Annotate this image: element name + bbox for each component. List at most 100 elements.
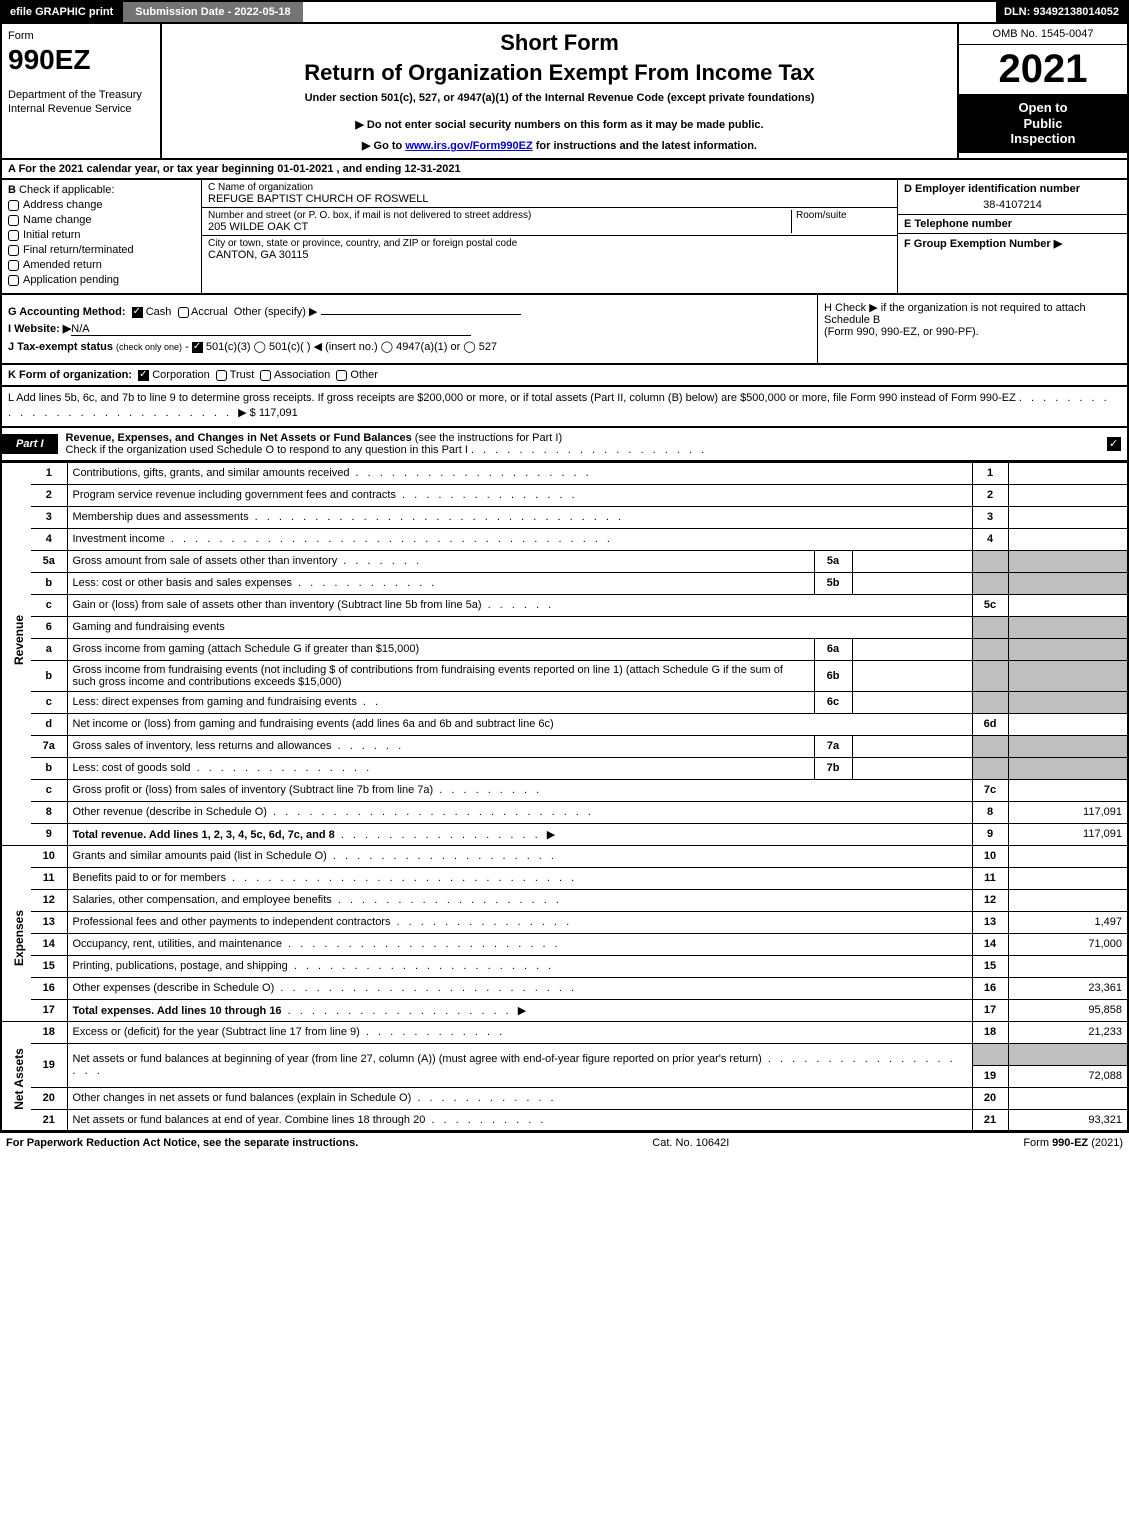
line-17-col: 17 xyxy=(972,999,1008,1021)
efile-label: efile GRAPHIC print xyxy=(2,2,121,22)
column-b: B Check if applicable: Address change Na… xyxy=(2,180,202,293)
line-5c-col: 5c xyxy=(972,594,1008,616)
column-g-i-j: G Accounting Method: Cash Accrual Other … xyxy=(2,295,817,363)
b-label: B xyxy=(8,184,16,196)
irs-link[interactable]: www.irs.gov/Form990EZ xyxy=(405,140,532,152)
line-21-num: 21 xyxy=(31,1109,67,1131)
line-3-desc: Membership dues and assessments . . . . … xyxy=(67,506,972,528)
line-5c-val xyxy=(1008,594,1128,616)
org-street: 205 WILDE OAK CT xyxy=(208,221,791,233)
line-6a-greyval xyxy=(1008,638,1128,660)
part-1-table: Revenue 1Contributions, gifts, grants, a… xyxy=(0,462,1129,1133)
checkbox-trust[interactable] xyxy=(216,370,227,381)
expenses-side: Expenses xyxy=(1,845,31,1021)
part-1-tab: Part I xyxy=(2,434,58,454)
line-4-num: 4 xyxy=(31,528,67,550)
line-8-desc: Other revenue (describe in Schedule O) .… xyxy=(67,801,972,823)
line-7c-val xyxy=(1008,779,1128,801)
line-5a-greyval xyxy=(1008,550,1128,572)
line-5c-num: c xyxy=(31,594,67,616)
short-form-title: Short Form xyxy=(172,30,947,56)
header-left: Form 990EZ Department of the Treasury In… xyxy=(2,24,162,158)
checkbox-application-pending[interactable] xyxy=(8,275,19,286)
line-7a-sublbl: 7a xyxy=(814,735,852,757)
line-11-desc: Benefits paid to or for members . . . . … xyxy=(67,867,972,889)
line-11-val xyxy=(1008,867,1128,889)
footer-right: Form 990-EZ (2021) xyxy=(1023,1137,1123,1149)
line-21-desc: Net assets or fund balances at end of ye… xyxy=(67,1109,972,1131)
line-13-col: 13 xyxy=(972,911,1008,933)
h-text3: (Form 990, 990-EZ, or 990-PF). xyxy=(824,326,979,338)
line-5b-sublbl: 5b xyxy=(814,572,852,594)
line-9-num: 9 xyxy=(31,823,67,845)
line-6b-subval xyxy=(852,660,972,691)
line-3-num: 3 xyxy=(31,506,67,528)
part1-dots: . . . . . . . . . . . . . . . . . . . . xyxy=(471,444,707,456)
line-16-val: 23,361 xyxy=(1008,977,1128,999)
ein-value: 38-4107214 xyxy=(904,199,1121,211)
checkbox-association[interactable] xyxy=(260,370,271,381)
line-13-val: 1,497 xyxy=(1008,911,1128,933)
line-17-num: 17 xyxy=(31,999,67,1021)
line-15-desc: Printing, publications, postage, and shi… xyxy=(67,955,972,977)
form-number: 990EZ xyxy=(8,44,154,76)
g-other-input[interactable] xyxy=(321,314,521,315)
line-4-desc: Investment income . . . . . . . . . . . … xyxy=(67,528,972,550)
form-header: Form 990EZ Department of the Treasury In… xyxy=(0,22,1129,160)
part-1-header: Part I Revenue, Expenses, and Changes in… xyxy=(0,428,1129,462)
checkbox-accrual[interactable] xyxy=(178,307,189,318)
line-9-desc: Total revenue. Add lines 1, 2, 3, 4, 5c,… xyxy=(67,823,972,845)
checkbox-schedule-o[interactable] xyxy=(1107,437,1121,451)
open-inspection: Open to Public Inspection xyxy=(959,94,1127,153)
checkbox-amended-return[interactable] xyxy=(8,260,19,271)
line-7b-subval xyxy=(852,757,972,779)
line-12-desc: Salaries, other compensation, and employ… xyxy=(67,889,972,911)
checkbox-final-return[interactable] xyxy=(8,245,19,256)
form-word: Form xyxy=(8,30,154,42)
j-sub: (check only one) xyxy=(116,342,182,352)
line-5a-num: 5a xyxy=(31,550,67,572)
checkbox-address-change[interactable] xyxy=(8,200,19,211)
top-bar: efile GRAPHIC print Submission Date - 20… xyxy=(0,0,1129,22)
section-l: L Add lines 5b, 6c, and 7b to line 9 to … xyxy=(0,387,1129,428)
line-2-desc: Program service revenue including govern… xyxy=(67,484,972,506)
revenue-side: Revenue xyxy=(1,462,31,845)
checkbox-name-change[interactable] xyxy=(8,215,19,226)
expenses-label: Expenses xyxy=(12,903,26,973)
line-6c-greyval xyxy=(1008,691,1128,713)
org-name: REFUGE BAPTIST CHURCH OF ROSWELL xyxy=(208,193,891,205)
line-7b-greyval xyxy=(1008,757,1128,779)
checkbox-other-org[interactable] xyxy=(336,370,347,381)
line-4-col: 4 xyxy=(972,528,1008,550)
line-7c-num: c xyxy=(31,779,67,801)
line-3-val xyxy=(1008,506,1128,528)
line-7a-desc: Gross sales of inventory, less returns a… xyxy=(67,735,814,757)
b-item-3: Final return/terminated xyxy=(23,244,134,256)
line-10-num: 10 xyxy=(31,845,67,867)
line-5a-subval xyxy=(852,550,972,572)
checkbox-initial-return[interactable] xyxy=(8,230,19,241)
line-10-val xyxy=(1008,845,1128,867)
line-5b-col xyxy=(972,572,1008,594)
line-6d-desc: Net income or (loss) from gaming and fun… xyxy=(67,713,972,735)
k-label: K Form of organization: xyxy=(8,369,132,381)
line-15-val xyxy=(1008,955,1128,977)
line-14-num: 14 xyxy=(31,933,67,955)
submission-date: Submission Date - 2022-05-18 xyxy=(121,2,302,22)
checkbox-501c3[interactable] xyxy=(192,342,203,353)
row-a-text: A For the 2021 calendar year, or tax yea… xyxy=(8,163,461,175)
section-b-through-f: B Check if applicable: Address change Na… xyxy=(0,180,1129,295)
netassets-side: Net Assets xyxy=(1,1021,31,1131)
tax-year: 2021 xyxy=(959,45,1127,94)
k-opt-1: Trust xyxy=(230,369,255,381)
part-1-check-line: Check if the organization used Schedule … xyxy=(66,444,468,456)
netassets-label: Net Assets xyxy=(12,1044,26,1114)
checkbox-cash[interactable] xyxy=(132,307,143,318)
line-20-val xyxy=(1008,1087,1128,1109)
footer-left: For Paperwork Reduction Act Notice, see … xyxy=(6,1137,358,1149)
h-text1: H Check ▶ xyxy=(824,302,878,314)
checkbox-corporation[interactable] xyxy=(138,370,149,381)
line-20-num: 20 xyxy=(31,1087,67,1109)
line-17-desc: Total expenses. Add lines 10 through 16 … xyxy=(67,999,972,1021)
c-name-label: C Name of organization xyxy=(208,182,891,193)
